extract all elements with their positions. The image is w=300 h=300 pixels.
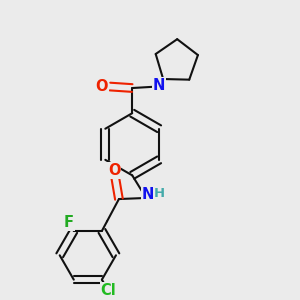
Text: Cl: Cl (100, 283, 116, 298)
Text: N: N (142, 187, 155, 202)
Text: N: N (153, 78, 165, 93)
Text: O: O (108, 163, 121, 178)
Text: O: O (95, 79, 108, 94)
Text: H: H (154, 187, 165, 200)
Text: F: F (64, 215, 74, 230)
